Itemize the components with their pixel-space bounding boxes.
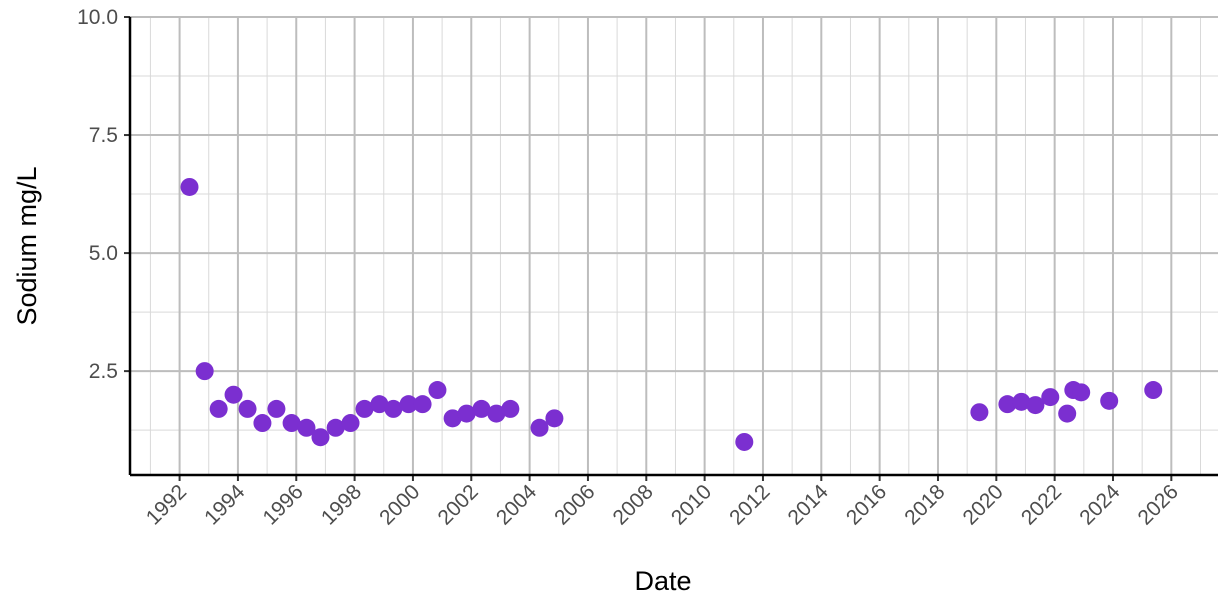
- x-tick-label: 1996: [258, 480, 307, 529]
- point: [472, 399, 491, 418]
- y-tick-label: 10.0: [77, 6, 118, 29]
- x-tick-label: 1998: [317, 480, 366, 529]
- point: [998, 395, 1017, 414]
- y-tick-label: 2.5: [89, 360, 118, 383]
- point: [282, 414, 301, 433]
- x-tick-label: 2018: [900, 480, 949, 529]
- point: [224, 385, 243, 404]
- x-tick-label: 2010: [667, 480, 716, 529]
- point: [370, 395, 389, 414]
- point: [326, 418, 345, 437]
- point: [487, 404, 506, 423]
- point: [428, 381, 447, 400]
- x-tick-label: 2002: [434, 480, 483, 529]
- x-tick-label: 2000: [375, 480, 424, 529]
- point: [735, 432, 754, 451]
- y-tick-label: 5.0: [89, 242, 118, 265]
- point: [413, 395, 432, 414]
- point: [1012, 392, 1031, 411]
- x-tick-label: 1994: [200, 480, 250, 530]
- point: [267, 399, 286, 418]
- y-axis-title: Sodium mg/L: [12, 166, 42, 325]
- point: [311, 428, 330, 447]
- y-tick-label: 7.5: [89, 124, 118, 147]
- point: [1058, 404, 1077, 423]
- point: [530, 418, 549, 437]
- x-tick-label: 2014: [784, 480, 834, 530]
- point: [1100, 391, 1119, 410]
- x-axis-title: Date: [634, 566, 691, 596]
- point: [970, 403, 989, 422]
- point: [1144, 381, 1163, 400]
- point: [501, 399, 520, 418]
- point: [545, 409, 564, 428]
- point: [1041, 388, 1060, 407]
- point: [253, 414, 272, 433]
- x-tick-label: 2022: [1017, 480, 1066, 529]
- point: [1072, 383, 1091, 402]
- point: [355, 399, 374, 418]
- point: [443, 409, 462, 428]
- x-tick-label: 2008: [609, 480, 658, 529]
- x-tick-label: 2016: [842, 480, 891, 529]
- x-tick-label: 2020: [959, 480, 1008, 529]
- point: [209, 399, 228, 418]
- x-tick-label: 2026: [1134, 480, 1183, 529]
- point: [457, 404, 476, 423]
- point: [1026, 396, 1045, 415]
- point: [238, 399, 257, 418]
- x-tick-label: 2004: [492, 480, 542, 530]
- point: [297, 418, 316, 437]
- x-tick-label: 2012: [725, 480, 774, 529]
- x-tick-label: 1992: [142, 480, 191, 529]
- x-tick-label: 2024: [1075, 480, 1125, 530]
- point: [399, 395, 418, 414]
- point: [384, 399, 403, 418]
- point: [341, 414, 360, 433]
- point: [195, 362, 214, 381]
- point: [180, 177, 199, 196]
- x-tick-label: 2006: [550, 480, 599, 529]
